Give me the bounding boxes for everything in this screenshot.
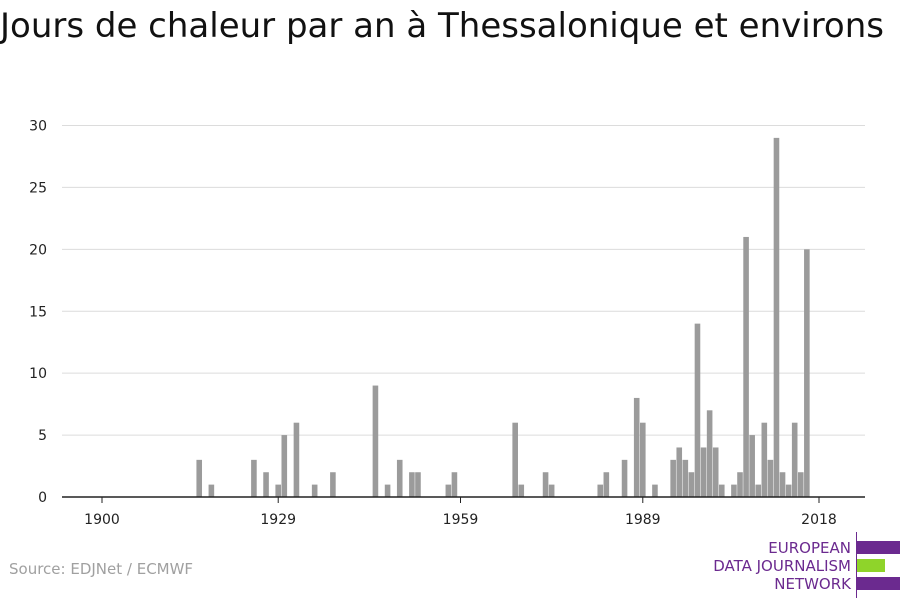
bar-1997: [688, 472, 695, 497]
y-tick-label: 15: [29, 304, 47, 320]
source-note: Source: EDJNet / ECMWF: [9, 560, 194, 578]
x-tick-label: 2018: [801, 512, 837, 528]
bar-1957: [445, 484, 452, 497]
y-tick-labels: 0 5 10 15 20 25 30: [29, 119, 47, 507]
bar-1949: [396, 459, 403, 497]
bar-2008: [755, 484, 762, 497]
bar-1935: [311, 484, 318, 497]
bar-2001: [712, 447, 719, 497]
y-tick-label: 5: [38, 428, 47, 444]
x-axis: [62, 496, 865, 503]
logo-line-european: EUROPEAN: [768, 539, 851, 557]
y-tick-label: 20: [29, 242, 47, 258]
bar-1951: [409, 472, 415, 497]
bar-1968: [512, 422, 518, 497]
bar-2016: [804, 249, 810, 497]
bar-1929: [275, 484, 282, 497]
bar-2015: [797, 472, 804, 497]
bar-2009: [761, 422, 768, 497]
bar-2006: [743, 236, 749, 497]
bar-2014: [791, 422, 798, 497]
bar-1994: [670, 459, 676, 497]
bar-1947: [384, 484, 391, 497]
bar-1996: [682, 459, 689, 497]
bar-2007: [749, 435, 755, 497]
bar-1991: [652, 484, 658, 497]
bar-2010: [767, 459, 774, 497]
bar-1989: [639, 422, 646, 497]
bar-1918: [208, 484, 215, 497]
x-tick-labels: 1900 1929 1959 1989 2018: [84, 512, 837, 528]
bar-2000: [706, 410, 713, 497]
bar-1969: [518, 484, 525, 497]
bar-2011: [773, 137, 780, 497]
bar-1927: [263, 472, 269, 497]
bar-1930: [281, 435, 288, 497]
logo-bar-bottom: [857, 577, 900, 590]
bar-1974: [548, 484, 555, 497]
logo-divider: [856, 532, 857, 598]
bar-1958: [451, 472, 458, 497]
logo-line-network: NETWORK: [774, 575, 851, 593]
y-tick-label: 10: [29, 366, 47, 382]
bar-2012: [779, 472, 786, 497]
bar-1925: [251, 459, 257, 497]
y-tick-label: 30: [29, 119, 47, 135]
bar-1945: [372, 385, 379, 497]
chart-title: Jours de chaleur par an à Thessalonique …: [0, 6, 884, 46]
bar-1995: [676, 447, 683, 497]
y-tick-label: 25: [29, 180, 47, 196]
logo-bar-middle: [857, 559, 885, 572]
edjnet-logo: EUROPEAN DATA JOURNALISM NETWORK: [700, 532, 900, 598]
bar-1988: [633, 397, 640, 497]
bar-1986: [621, 459, 628, 497]
bar-1952: [415, 472, 421, 497]
bar-1916: [196, 459, 203, 497]
x-tick-label: 1959: [443, 512, 479, 528]
bar-1998: [694, 323, 701, 497]
x-tick-label: 1900: [84, 512, 120, 528]
bar-2004: [731, 484, 737, 497]
logo-line-data-journalism: DATA JOURNALISM: [713, 557, 851, 575]
bar-2013: [785, 484, 792, 497]
x-tick-label: 1989: [625, 512, 661, 528]
bar-2005: [737, 472, 743, 497]
bar-1982: [597, 484, 604, 497]
bar-1938: [330, 472, 336, 497]
x-tick-label: 1929: [260, 512, 296, 528]
logo-bar-top: [857, 541, 900, 554]
bar-2002: [718, 484, 725, 497]
bars: [196, 137, 810, 497]
bar-1932: [293, 422, 300, 497]
grid-lines: [62, 125, 865, 436]
y-tick-label: 0: [38, 490, 47, 506]
bar-1999: [700, 447, 707, 497]
bar-1983: [603, 472, 610, 497]
bar-1973: [542, 472, 549, 497]
